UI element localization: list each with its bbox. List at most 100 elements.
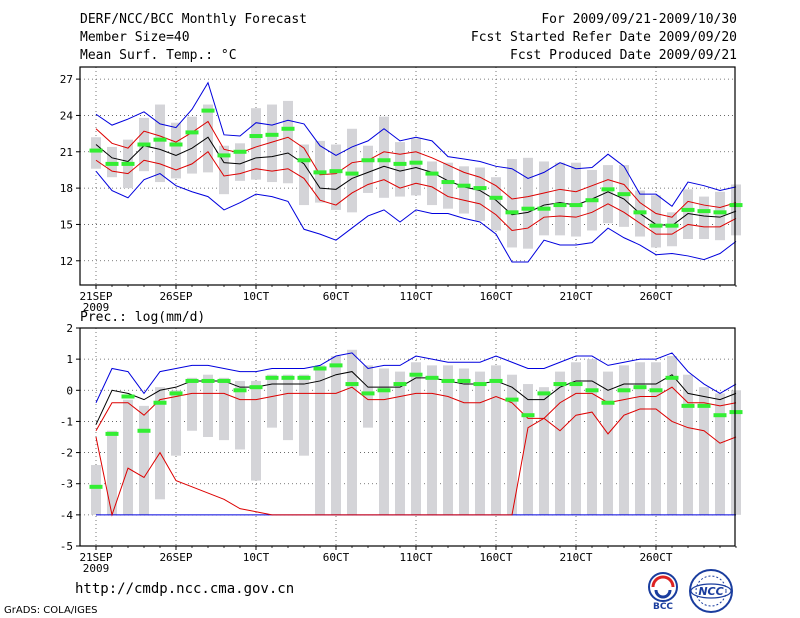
temp-ensemble-box — [219, 145, 229, 195]
precip-ensemble-box — [299, 374, 309, 456]
precip-member-marker — [617, 388, 631, 393]
precip-member-marker — [377, 388, 391, 393]
temp-ensemble-box — [411, 138, 421, 196]
precip-member-marker — [633, 385, 647, 390]
precip-ensemble-box — [123, 399, 133, 515]
temp-member-marker — [201, 108, 215, 113]
precip-member-marker — [297, 375, 311, 380]
source-url[interactable]: http://cmdp.ncc.cma.gov.cn — [75, 581, 295, 597]
precip-upper-bound-line — [95, 352, 737, 403]
temp-member-marker — [329, 169, 343, 174]
temp-ensemble-box — [523, 157, 533, 249]
temp-ensemble-box — [299, 144, 309, 206]
precip-member-marker — [217, 378, 231, 383]
precip-member-marker — [681, 403, 695, 408]
precip-ensemble-box — [347, 349, 357, 515]
temp-member-marker — [633, 210, 647, 215]
precip-ensemble-box — [379, 368, 389, 515]
temp-ensemble-box — [155, 104, 165, 183]
precip-member-marker — [505, 397, 519, 402]
bcc-logo: BCC — [648, 572, 678, 610]
forecast-started-date: Fcst Started Refer Date 2009/09/20 — [470, 30, 737, 45]
precip-ensemble-box — [395, 371, 405, 515]
precip-member-marker — [281, 375, 295, 380]
temp-ensemble-box — [379, 116, 389, 198]
precip-member-marker — [649, 388, 663, 393]
temp-member-marker — [585, 198, 599, 203]
precip-member-marker — [313, 366, 327, 371]
precip-lower-quartile-line — [95, 408, 737, 517]
temp-member-marker — [537, 206, 551, 211]
precip-member-marker — [713, 413, 727, 418]
temp-ensemble-box — [667, 212, 677, 247]
precip-ensemble-box — [587, 359, 597, 515]
member-size: Member Size=40 — [80, 30, 190, 45]
temp-panel-label: Mean Surf. Temp.: °C — [80, 48, 237, 63]
temp-member-marker — [473, 186, 487, 191]
precip-ensemble-box — [699, 387, 709, 515]
ncc-logo-text: NCC — [698, 585, 723, 598]
ncc-logo: NCC — [689, 569, 733, 613]
temp-ensemble-box — [603, 165, 613, 224]
precip-ensemble-box — [155, 387, 165, 500]
temp-member-marker — [185, 130, 199, 135]
precip-x-tick-label: 210CT — [559, 551, 592, 564]
precip-ensemble-box — [171, 390, 181, 456]
precip-ensemble-box — [267, 374, 277, 428]
temp-member-marker — [505, 210, 519, 215]
precip-member-marker — [409, 372, 423, 377]
temp-member-marker — [569, 203, 583, 208]
temp-member-marker — [457, 183, 471, 188]
precip-member-marker — [137, 428, 151, 433]
temp-member-marker — [233, 149, 247, 154]
temp-member-marker — [121, 161, 135, 166]
temp-ensemble-box — [283, 100, 293, 184]
precip-ensemble-box — [523, 384, 533, 515]
bcc-logo-text: BCC — [653, 602, 673, 610]
precip-member-marker — [153, 400, 167, 405]
temp-ensemble-box — [251, 108, 261, 180]
precip-member-marker — [553, 382, 567, 387]
temp-member-marker — [409, 160, 423, 165]
temp-member-marker — [265, 132, 279, 137]
temp-member-marker — [425, 171, 439, 176]
temp-x-tick-label: 26SEP — [159, 290, 192, 303]
precip-ensemble-box — [219, 377, 229, 441]
precip-member-marker — [169, 391, 183, 396]
temp-member-marker — [137, 142, 151, 147]
precip-ensemble-box — [283, 374, 293, 441]
precip-member-marker — [665, 375, 679, 380]
precip-ensemble-box — [459, 368, 469, 515]
precip-member-marker — [265, 375, 279, 380]
temp-ensemble-box — [507, 159, 517, 248]
temp-ensemble-box — [651, 195, 661, 248]
temp-x-tick-label: 10CT — [243, 290, 270, 303]
precip-ensemble-box — [683, 374, 693, 515]
precip-member-marker — [393, 382, 407, 387]
precip-panel-label: Prec.: log(mm/d) — [80, 310, 205, 325]
precip-x-tick-label: 21SEP — [79, 551, 112, 564]
precip-ensemble-box — [651, 362, 661, 515]
precip-ensemble-box — [363, 365, 373, 428]
temp-member-marker — [393, 161, 407, 166]
precip-ensemble-box — [475, 371, 485, 515]
temp-member-marker — [441, 180, 455, 185]
temp-ensemble-box — [91, 137, 101, 169]
temp-member-marker — [617, 192, 631, 197]
precip-ensemble-box — [411, 362, 421, 515]
temp-member-marker — [249, 134, 263, 139]
precip-member-marker — [425, 375, 439, 380]
precip-member-marker — [329, 363, 343, 368]
temp-member-marker — [313, 170, 327, 175]
precip-ensemble-box — [331, 356, 341, 515]
precip-x-tick-label: 10CT — [243, 551, 270, 564]
temp-ensemble-box — [571, 162, 581, 237]
precip-ensemble-box — [491, 365, 501, 515]
precip-member-marker — [249, 385, 263, 390]
temp-member-marker — [521, 206, 535, 211]
precip-ensemble-box — [731, 390, 741, 515]
precip-x-tick-label: 260CT — [639, 551, 672, 564]
precip-ensemble-box — [315, 365, 325, 515]
